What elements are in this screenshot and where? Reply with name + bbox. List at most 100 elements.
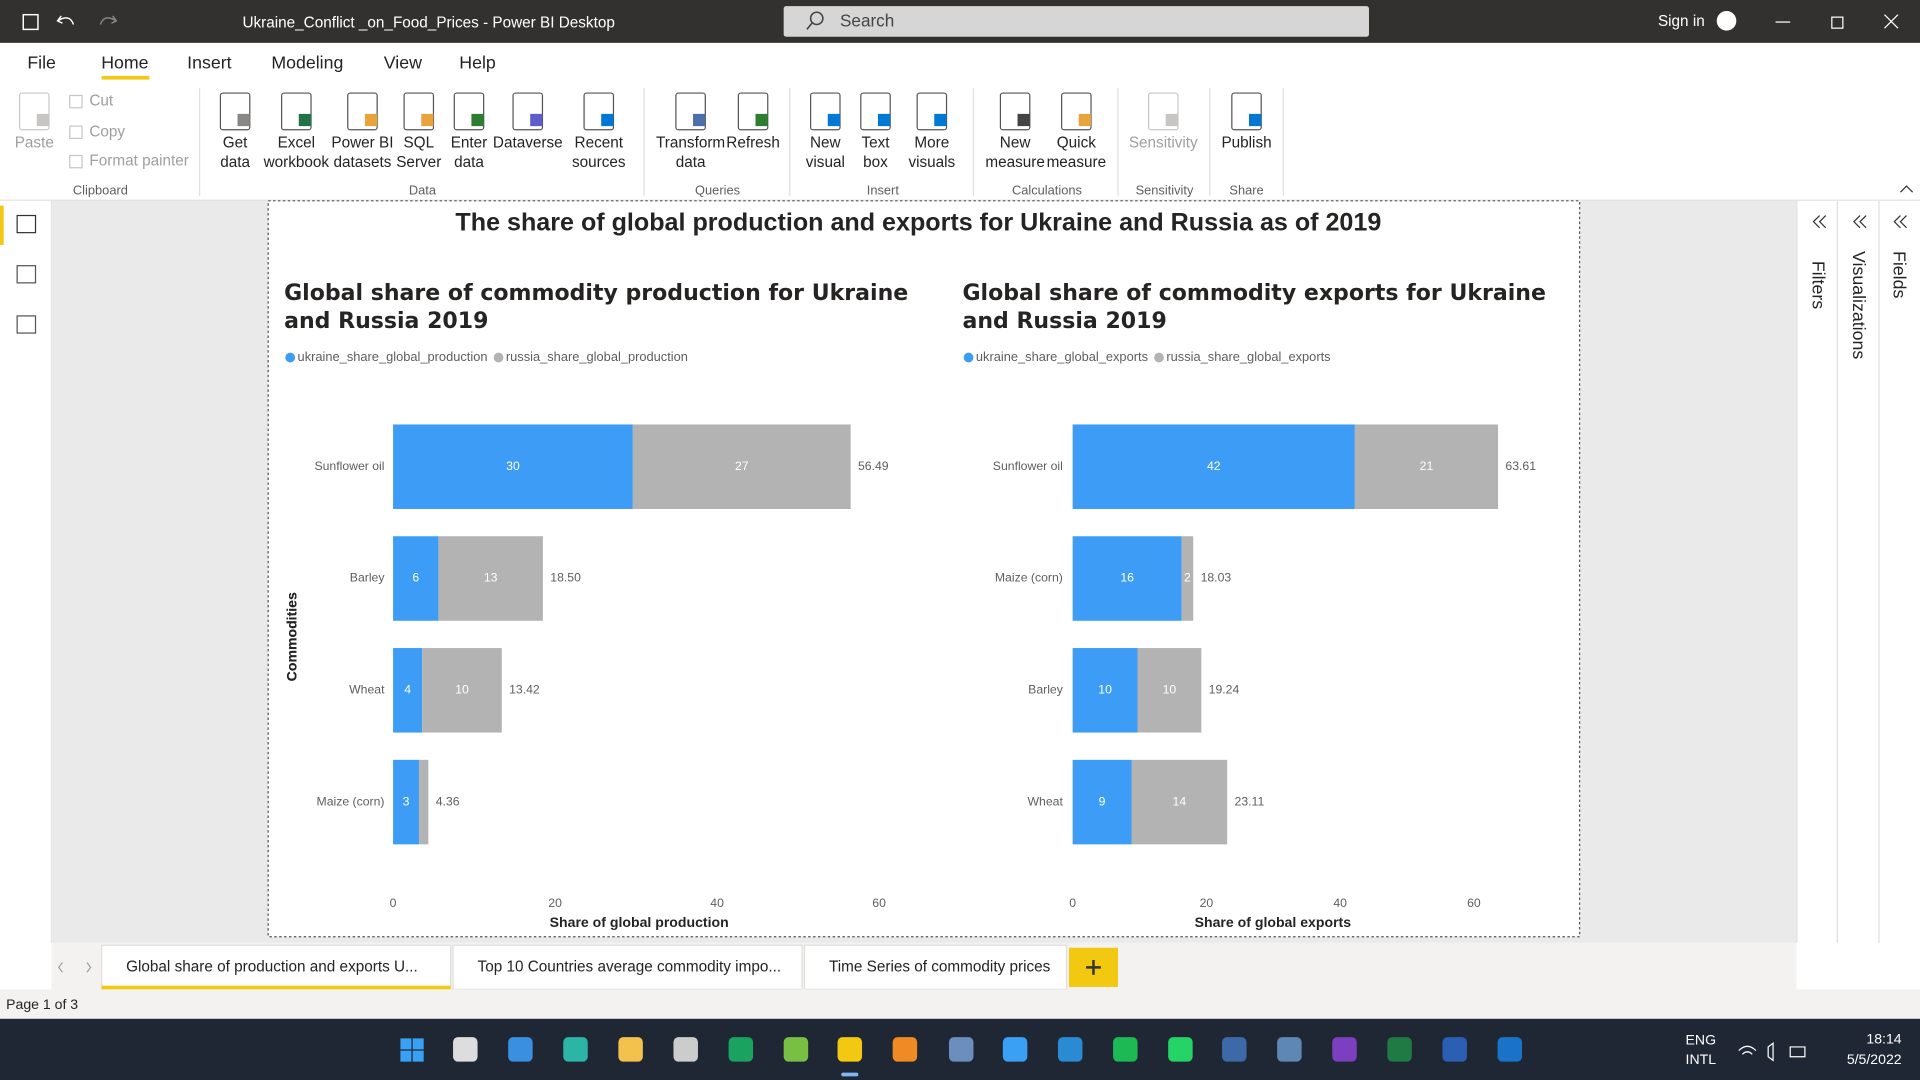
ribbon-button-label[interactable]: More	[914, 134, 949, 151]
pane-title[interactable]: Filters	[1808, 261, 1828, 309]
bar-segment[interactable]	[1131, 759, 1228, 845]
taskbar-app[interactable]	[508, 1037, 533, 1062]
taskbar-app[interactable]	[1002, 1037, 1028, 1062]
ribbon-button-label[interactable]: data	[454, 154, 484, 171]
ribbon-button-label[interactable]: visual	[806, 154, 845, 171]
ribbon-button-label[interactable]: Text	[861, 134, 890, 151]
bar-segment[interactable]	[1072, 648, 1138, 733]
ribbon-button-label[interactable]: Excel	[278, 134, 315, 151]
ribbon-button-label[interactable]: Refresh	[726, 134, 780, 151]
bar-segment[interactable]	[393, 424, 633, 509]
page-tab-label[interactable]: Global share of production and exports U…	[126, 958, 418, 975]
legend-label[interactable]: russia_share_global_exports	[1166, 349, 1330, 364]
pane-title[interactable]: Fields	[1889, 251, 1909, 298]
taskbar-app[interactable]	[1497, 1037, 1523, 1062]
menu-item[interactable]: Insert	[187, 52, 231, 72]
ribbon-button-label[interactable]: sources	[572, 154, 626, 171]
undo-icon[interactable]	[56, 15, 75, 25]
bar-segment[interactable]	[1072, 424, 1355, 509]
ribbon-button-label[interactable]: Get	[223, 134, 248, 151]
page-tab-label[interactable]: Top 10 Countries average commodity impo.…	[478, 958, 782, 975]
ribbon-button-label[interactable]: workbook	[263, 154, 330, 171]
taskbar-app[interactable]	[563, 1037, 588, 1062]
x-tick-label: 0	[1069, 896, 1076, 910]
nav-icon[interactable]	[16, 265, 37, 284]
ribbon-small-icon	[69, 125, 83, 139]
taskbar-app[interactable]	[728, 1037, 754, 1062]
bar-segment[interactable]	[1137, 648, 1202, 733]
legend-label[interactable]: russia_share_global_production	[506, 349, 688, 364]
ribbon-button-label[interactable]: Power BI	[331, 134, 393, 151]
taskbar-app[interactable]	[618, 1037, 643, 1062]
bar-segment[interactable]	[632, 424, 851, 509]
close[interactable]	[1884, 14, 1899, 29]
taskbar-app[interactable]	[1442, 1037, 1467, 1062]
bar-segment[interactable]	[418, 759, 429, 845]
pane-chevron[interactable]	[1853, 215, 1867, 229]
save-icon[interactable]	[22, 13, 39, 31]
page-tab-label[interactable]: Time Series of commodity prices	[829, 958, 1051, 975]
ribbon-button-label[interactable]: data	[220, 154, 250, 171]
bar-segment[interactable]	[438, 536, 543, 621]
restore[interactable]	[1831, 16, 1844, 29]
taskbar-app[interactable]	[1277, 1037, 1302, 1062]
taskbar-app[interactable]	[837, 1037, 863, 1062]
ribbon-button-label[interactable]: box	[863, 154, 888, 171]
bar-segment[interactable]	[393, 759, 419, 845]
nav-icon[interactable]	[16, 214, 37, 234]
nav-icon[interactable]	[16, 315, 37, 334]
tab-scroll[interactable]	[58, 962, 92, 973]
taskbar-app[interactable]	[892, 1037, 918, 1062]
taskbar-app[interactable]	[783, 1037, 809, 1062]
taskbar-app[interactable]	[1332, 1037, 1357, 1062]
taskbar-app[interactable]	[948, 1037, 974, 1062]
search-box[interactable]	[783, 6, 1369, 37]
taskbar-app[interactable]	[1222, 1037, 1247, 1062]
ribbon-button-label[interactable]: SQL	[403, 134, 434, 151]
ribbon-button-label[interactable]: data	[676, 154, 706, 171]
ribbon-button-label[interactable]: Transform	[656, 134, 725, 151]
pane-title[interactable]: Visualizations	[1849, 251, 1869, 359]
menu-item[interactable]: File	[27, 52, 56, 72]
bar-segment[interactable]	[393, 536, 439, 621]
menu-item[interactable]: Help	[459, 52, 496, 72]
ribbon-button-label[interactable]: Quick	[1057, 134, 1096, 151]
ribbon-button-label[interactable]: datasets	[334, 154, 392, 171]
pane-chevron[interactable]	[1893, 215, 1907, 229]
bar-segment[interactable]	[1072, 536, 1182, 621]
taskbar-app[interactable]	[1057, 1037, 1083, 1062]
sign-in[interactable]: Sign in	[1658, 13, 1705, 30]
ribbon-button-label[interactable]: visuals	[908, 154, 955, 171]
page-tab[interactable]	[452, 944, 803, 990]
ribbon-collapse[interactable]	[1899, 185, 1914, 193]
ribbon-button-label[interactable]: Enter	[451, 134, 488, 151]
bar-segment[interactable]	[422, 648, 502, 733]
ribbon-button-label[interactable]: New	[1000, 134, 1032, 151]
taskbar-app[interactable]	[1113, 1037, 1138, 1062]
legend-label[interactable]: ukraine_share_global_exports	[976, 349, 1148, 364]
taskbar-app[interactable]	[1168, 1037, 1193, 1062]
search-placeholder[interactable]: Search	[840, 11, 894, 31]
menu-item[interactable]: View	[384, 52, 422, 72]
page-tab[interactable]	[101, 944, 452, 990]
taskbar-app[interactable]	[453, 1037, 478, 1062]
pane-chevron[interactable]	[1812, 215, 1827, 229]
bar-segment[interactable]	[393, 648, 423, 733]
taskbar-app[interactable]	[1387, 1037, 1412, 1062]
bar-segment[interactable]	[1354, 424, 1499, 509]
menu-underline	[101, 75, 150, 80]
taskbar-app[interactable]	[673, 1037, 698, 1062]
ribbon-button-label[interactable]: Dataverse	[493, 134, 563, 151]
ribbon-button-label[interactable]: measure	[1047, 154, 1107, 171]
bar-segment[interactable]	[1181, 536, 1194, 621]
menu-item[interactable]: Modeling	[271, 52, 343, 72]
ribbon-button-label[interactable]: New	[810, 134, 842, 151]
legend-label[interactable]: ukraine_share_global_production	[298, 349, 488, 364]
ribbon-button-label[interactable]: Server	[396, 154, 441, 171]
ribbon-button-label[interactable]: measure	[985, 154, 1045, 171]
bar-segment[interactable]	[1072, 759, 1132, 845]
ribbon-button-label[interactable]: Publish	[1221, 134, 1271, 151]
total-label: 18.50	[550, 571, 581, 585]
menu-item[interactable]: Home	[101, 52, 148, 72]
ribbon-button-label[interactable]: Recent	[575, 134, 624, 151]
